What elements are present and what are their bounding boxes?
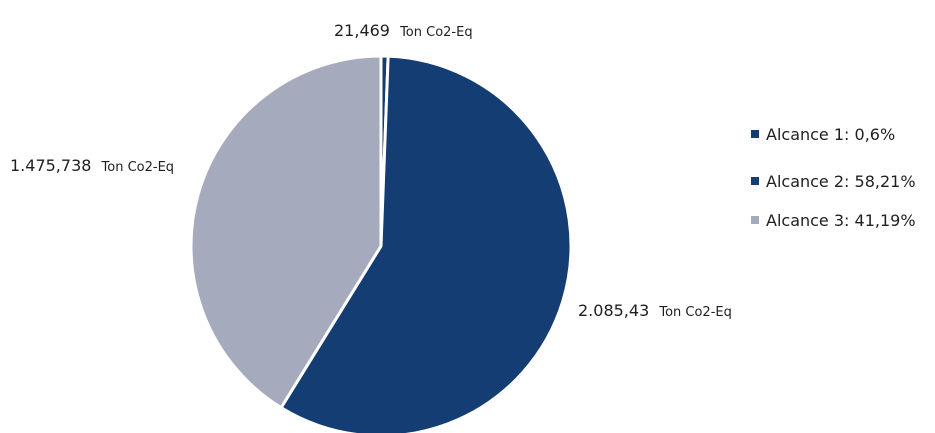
- data-label-alcance-2-value: 2.085,43: [578, 301, 649, 320]
- legend-label-alcance-2: Alcance 2: 58,21%: [766, 172, 916, 191]
- legend: Alcance 1: 0,6% Alcance 2: 58,21% Alcanc…: [751, 125, 916, 230]
- data-label-alcance-3-value: 1.475,738: [10, 156, 91, 175]
- legend-label-alcance-3: Alcance 3: 41,19%: [766, 211, 916, 230]
- data-labels: 21,469 Ton Co2-Eq 2.085,43 Ton Co2-Eq 1.…: [10, 21, 732, 320]
- data-label-alcance-2-unit: Ton Co2-Eq: [658, 305, 732, 320]
- data-label-alcance-1-value: 21,469: [334, 21, 390, 40]
- data-label-alcance-1: 21,469 Ton Co2-Eq: [334, 21, 473, 40]
- pie-slices: [189, 54, 573, 433]
- pie-slice-alcance-3: [189, 54, 383, 410]
- data-label-alcance-3: 1.475,738 Ton Co2-Eq: [10, 156, 174, 175]
- legend-item-alcance-1: Alcance 1: 0,6%: [751, 125, 895, 144]
- legend-item-alcance-3: Alcance 3: 41,19%: [751, 211, 916, 230]
- legend-swatch-alcance-2: [751, 177, 759, 185]
- data-label-alcance-2: 2.085,43 Ton Co2-Eq: [578, 301, 732, 320]
- data-label-alcance-1-unit: Ton Co2-Eq: [399, 25, 473, 40]
- pie-slice-alcance-2: [279, 54, 573, 433]
- legend-swatch-alcance-3: [751, 216, 759, 224]
- legend-swatch-alcance-1: [751, 130, 759, 138]
- data-label-alcance-3-unit: Ton Co2-Eq: [101, 160, 175, 175]
- legend-label-alcance-1: Alcance 1: 0,6%: [766, 125, 895, 144]
- legend-item-alcance-2: Alcance 2: 58,21%: [751, 172, 916, 191]
